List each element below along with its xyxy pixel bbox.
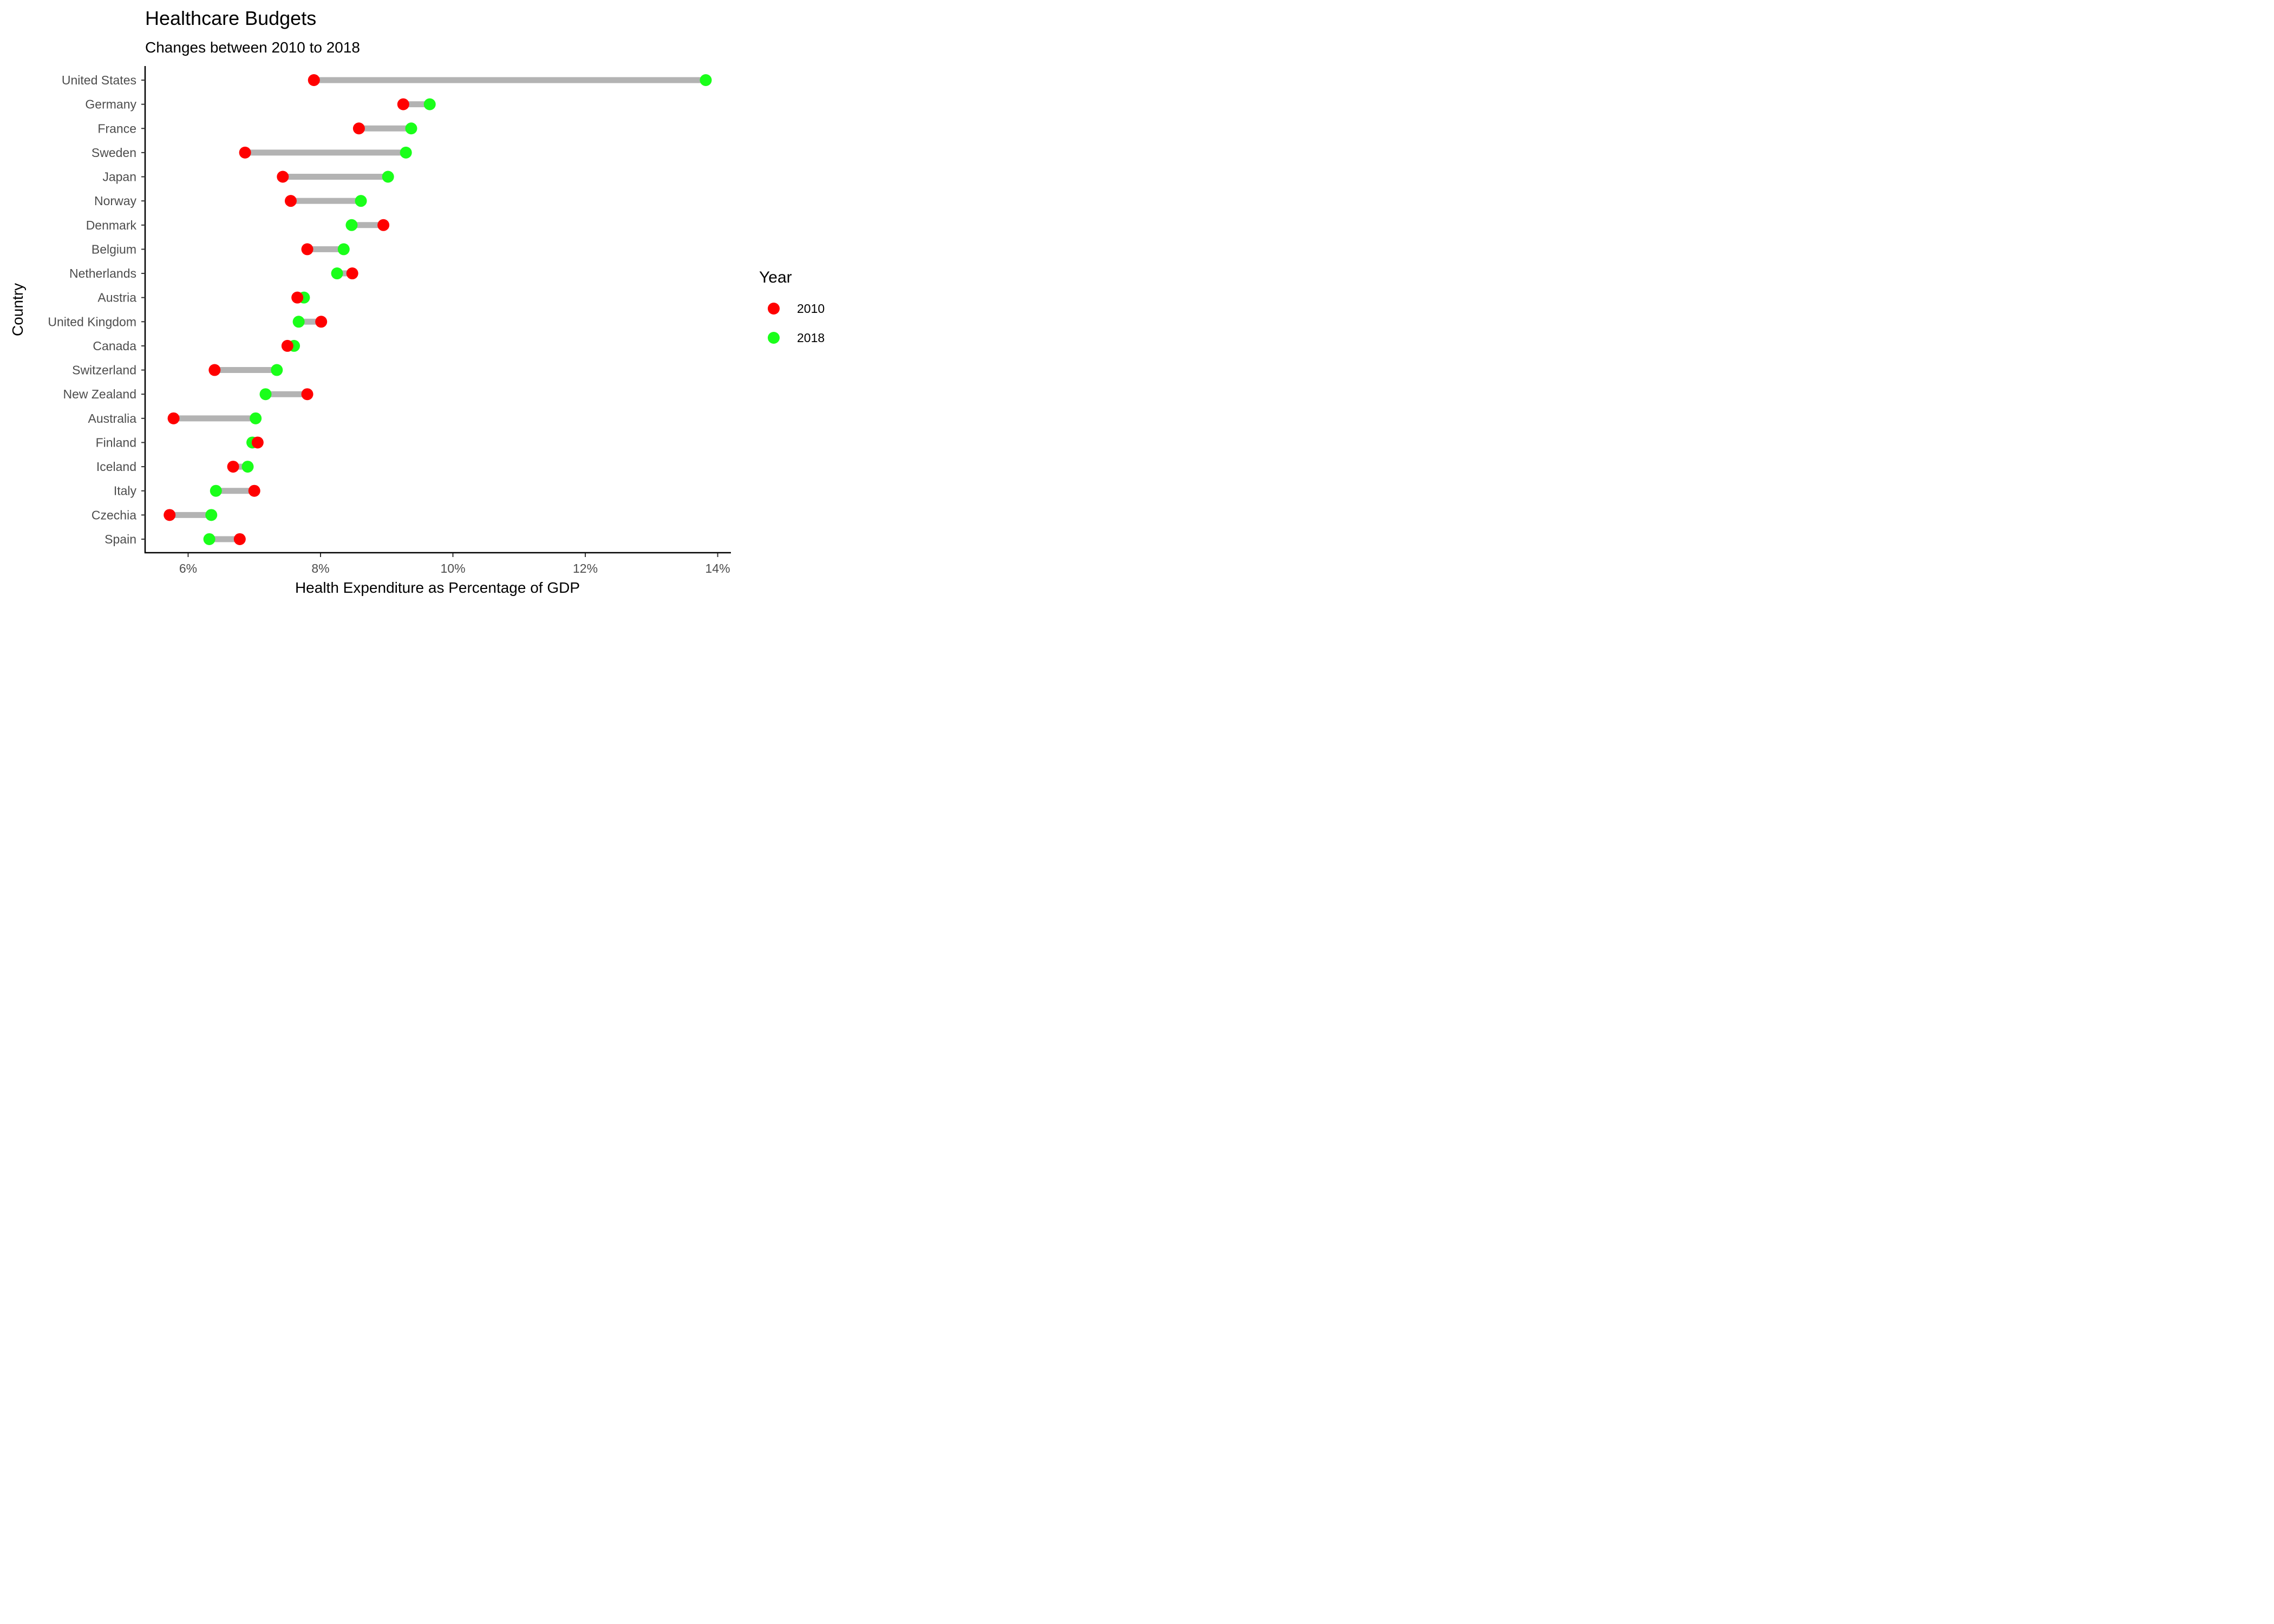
y-tick-label: Switzerland bbox=[72, 363, 136, 377]
point-2010-united-kingdom bbox=[315, 316, 328, 328]
point-2010-australia bbox=[167, 412, 180, 424]
x-axis-ticks: 6% 8% 10% 12% 14% bbox=[179, 553, 730, 575]
point-2018-france bbox=[405, 122, 417, 135]
x-tick-label: 14% bbox=[705, 561, 730, 575]
point-2018-australia bbox=[250, 412, 262, 424]
y-tick-label: Denmark bbox=[86, 218, 137, 232]
point-2010-netherlands bbox=[346, 267, 358, 280]
x-axis-title: Health Expenditure as Percentage of GDP bbox=[295, 579, 580, 596]
y-tick-label: Norway bbox=[94, 194, 136, 208]
legend-swatch-2010 bbox=[768, 303, 780, 315]
y-tick-label: Australia bbox=[88, 411, 137, 425]
y-tick-label: Czechia bbox=[92, 508, 136, 522]
point-2018-norway bbox=[355, 195, 367, 207]
y-tick-label: New Zealand bbox=[63, 387, 136, 401]
y-tick-label: Sweden bbox=[92, 146, 136, 160]
dumbbell-chart: Healthcare Budgets Changes between 2010 … bbox=[9, 7, 825, 596]
y-tick-label: Austria bbox=[97, 291, 136, 305]
point-2018-belgium bbox=[337, 243, 350, 256]
point-2010-switzerland bbox=[208, 364, 221, 376]
y-tick-label: Italy bbox=[114, 484, 137, 498]
point-2018-denmark bbox=[345, 219, 358, 231]
y-tick-label: Belgium bbox=[92, 242, 136, 256]
point-2010-united-states bbox=[308, 74, 320, 86]
point-2018-czechia bbox=[205, 509, 218, 521]
y-tick-label: Germany bbox=[85, 97, 136, 112]
point-2010-iceland bbox=[227, 461, 239, 473]
y-tick-label: Finland bbox=[96, 435, 136, 449]
y-tick-label: France bbox=[97, 121, 136, 135]
point-2010-norway bbox=[284, 195, 297, 207]
y-tick-label: Spain bbox=[104, 532, 136, 546]
point-2018-switzerland bbox=[271, 364, 283, 376]
legend-label-2018: 2018 bbox=[797, 331, 825, 345]
point-2018-spain bbox=[203, 533, 215, 545]
y-axis-ticks: United States Germany France Sweden Japan Nor… bbox=[48, 73, 145, 546]
chart-title: Healthcare Budgets bbox=[145, 7, 316, 29]
y-tick-label: United Kingdom bbox=[48, 315, 136, 329]
point-2018-new-zealand bbox=[259, 388, 272, 401]
point-2018-italy bbox=[210, 484, 222, 497]
point-2018-netherlands bbox=[331, 267, 343, 280]
point-2018-sweden bbox=[400, 146, 412, 159]
point-2018-united-kingdom bbox=[292, 316, 305, 328]
point-2018-germany bbox=[423, 98, 436, 110]
y-tick-label: Iceland bbox=[96, 460, 136, 474]
y-tick-label: Japan bbox=[102, 170, 136, 184]
chart-subtitle: Changes between 2010 to 2018 bbox=[145, 39, 360, 56]
point-2010-denmark bbox=[377, 219, 390, 231]
point-2018-iceland bbox=[241, 461, 254, 473]
point-2010-japan bbox=[277, 171, 289, 183]
point-2010-canada bbox=[281, 339, 293, 352]
point-2018-japan bbox=[382, 171, 394, 183]
legend-label-2010: 2010 bbox=[797, 302, 825, 316]
y-tick-label: Canada bbox=[93, 339, 136, 353]
point-2010-spain bbox=[233, 533, 246, 545]
point-2010-finland bbox=[251, 436, 264, 449]
point-2010-belgium bbox=[301, 243, 313, 256]
y-tick-label: Netherlands bbox=[69, 266, 136, 280]
point-2010-czechia bbox=[164, 509, 176, 521]
y-tick-label: United States bbox=[62, 73, 136, 87]
point-2010-italy bbox=[248, 484, 260, 497]
x-tick-label: 12% bbox=[573, 561, 598, 575]
x-tick-label: 6% bbox=[179, 561, 197, 575]
legend: Year 2010 2018 bbox=[759, 269, 825, 345]
point-2010-new-zealand bbox=[301, 388, 313, 401]
y-axis-title: Country bbox=[9, 283, 26, 336]
x-tick-label: 10% bbox=[440, 561, 465, 575]
point-2010-sweden bbox=[239, 146, 251, 159]
point-2010-germany bbox=[397, 98, 409, 110]
point-2010-austria bbox=[291, 291, 304, 304]
x-tick-label: 8% bbox=[311, 561, 329, 575]
points-layer bbox=[164, 74, 712, 545]
point-2018-united-states bbox=[700, 74, 712, 86]
point-2010-france bbox=[352, 122, 365, 135]
legend-title: Year bbox=[759, 269, 792, 286]
legend-swatch-2018 bbox=[768, 332, 780, 344]
